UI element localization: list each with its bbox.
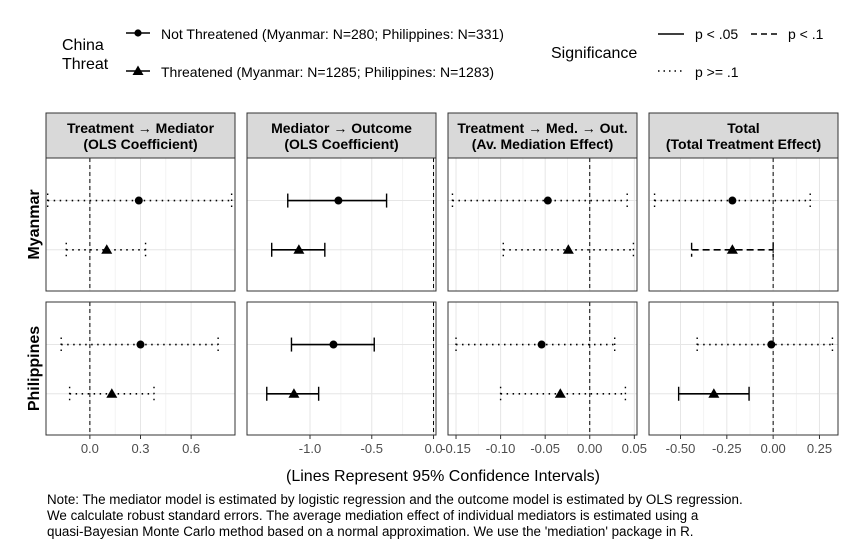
panel-4-myanmar-background — [649, 158, 838, 291]
panel-2-philippines-background — [247, 302, 436, 435]
panel-3-philippines-not-threatened-point — [537, 340, 546, 349]
panel-4-myanmar-threatened-point — [726, 244, 738, 254]
panel-2-x-tick-label: 0.0 — [424, 441, 442, 456]
panel-2-philippines-threatened-point — [288, 388, 300, 398]
panel-2-myanmar-border — [246, 157, 437, 292]
coefficient-chart: China Threat Not Threatened (Myanmar: N=… — [26, 26, 839, 485]
panel-1-x-tick-label: 0.3 — [131, 441, 149, 456]
panel-2-x-tick-label: -0.5 — [361, 441, 383, 456]
panel-4-philippines-border — [648, 301, 839, 436]
panel-3-title-line-1: Treatment → Med. → Out. — [457, 120, 627, 136]
footnote-line-1: Note: The mediator model is estimated by… — [47, 492, 743, 507]
panel-1-x-tick-label: 0.6 — [182, 441, 200, 456]
panel-4-philippines-threatened-point — [708, 388, 720, 398]
footnote-line-2: We calculate robust standard errors. The… — [47, 508, 699, 523]
panel-3-x-tick-label: 0.05 — [622, 441, 647, 456]
legend-significance-title: Significance — [551, 45, 637, 62]
legend-group-title-line2: Threat — [62, 56, 109, 73]
panel-3-philippines-border — [447, 301, 638, 436]
panel-2-title-line-1: Mediator → Outcome — [271, 120, 412, 136]
legend-label-p05: p < .05 — [695, 26, 738, 42]
panel-2-myanmar-not-threatened-point — [334, 196, 343, 205]
panel-4-myanmar-not-threatened-point — [728, 196, 737, 205]
panel-3-x-tick-label: 0.00 — [577, 441, 602, 456]
panel-2-title-line-2: (OLS Coefficient) — [284, 136, 398, 152]
panel-3-myanmar-not-threatened-point — [543, 196, 552, 205]
legend-label-p-ge-1: p >= .1 — [695, 64, 739, 80]
panel-3-strip — [447, 112, 638, 159]
legend-group-title-line1: China — [62, 37, 104, 54]
panel-2-myanmar-background — [247, 158, 436, 291]
panel-4-philippines-background — [649, 302, 838, 435]
panel-4-x-tick-label: -0.25 — [712, 441, 742, 456]
row-label-philippines: Philippines — [26, 326, 43, 411]
panel-1-philippines-not-threatened-point — [136, 340, 145, 349]
panel-4-x-tick-label: -0.50 — [666, 441, 696, 456]
x-axis-label: (Lines Represent 95% Confidence Interval… — [286, 468, 600, 485]
panel-1-myanmar-border — [45, 157, 236, 292]
footnote-line-3: quasi-Bayesian Monte Carlo method based … — [47, 524, 694, 539]
legend: China Threat Not Threatened (Myanmar: N=… — [62, 26, 824, 80]
panel-1-title-line-1: Treatment → Mediator — [67, 120, 215, 136]
legend-label-threatened: Threatened (Myanmar: N=1285; Philippines… — [161, 64, 494, 80]
panel-3-myanmar-threatened-point — [562, 244, 574, 254]
panel-3-x-tick-label: -0.10 — [486, 441, 516, 456]
footnote: Note: The mediator model is estimated by… — [47, 492, 837, 540]
panel-1-title-line-2: (OLS Coefficient) — [83, 136, 197, 152]
panel-3-myanmar-border — [447, 157, 638, 292]
panel-3-x-tick-label: -0.05 — [530, 441, 560, 456]
panel-4-x-tick-label: 0.25 — [807, 441, 832, 456]
legend-label-p1: p < .1 — [788, 26, 824, 42]
panel-4-philippines-not-threatened-point — [767, 340, 776, 349]
legend-circle-marker — [134, 29, 142, 37]
panel-2-x-tick-label: -1.0 — [299, 441, 321, 456]
panel-3-myanmar-background — [448, 158, 637, 291]
panel-1-philippines-threatened-point — [106, 388, 118, 398]
row-label-myanmar: Myanmar — [26, 189, 43, 259]
panel-4-strip — [648, 112, 839, 159]
panel-1-myanmar-threatened-point — [101, 244, 113, 254]
panel-1-x-tick-label: 0.0 — [81, 441, 99, 456]
panel-3-x-tick-label: -0.15 — [441, 441, 471, 456]
panel-4-title-line-2: (Total Treatment Effect) — [666, 136, 821, 152]
panel-3-philippines-threatened-point — [554, 388, 566, 398]
panel-3-philippines-background — [448, 302, 637, 435]
panel-2-philippines-not-threatened-point — [329, 340, 338, 349]
panel-3-title-line-2: (Av. Mediation Effect) — [472, 136, 614, 152]
facet-grid: Treatment → Mediator(OLS Coefficient)0.0… — [26, 112, 839, 456]
panel-4-x-tick-label: 0.00 — [760, 441, 785, 456]
panel-4-myanmar-border — [648, 157, 839, 292]
panel-2-myanmar-threatened-point — [293, 244, 305, 254]
legend-label-not-threatened: Not Threatened (Myanmar: N=280; Philippi… — [161, 26, 504, 42]
panel-1-strip — [45, 112, 236, 159]
legend-triangle-marker — [132, 65, 144, 75]
panel-1-myanmar-not-threatened-point — [134, 196, 143, 205]
panel-2-philippines-border — [246, 301, 437, 436]
panel-4-title-line-1: Total — [727, 120, 759, 136]
